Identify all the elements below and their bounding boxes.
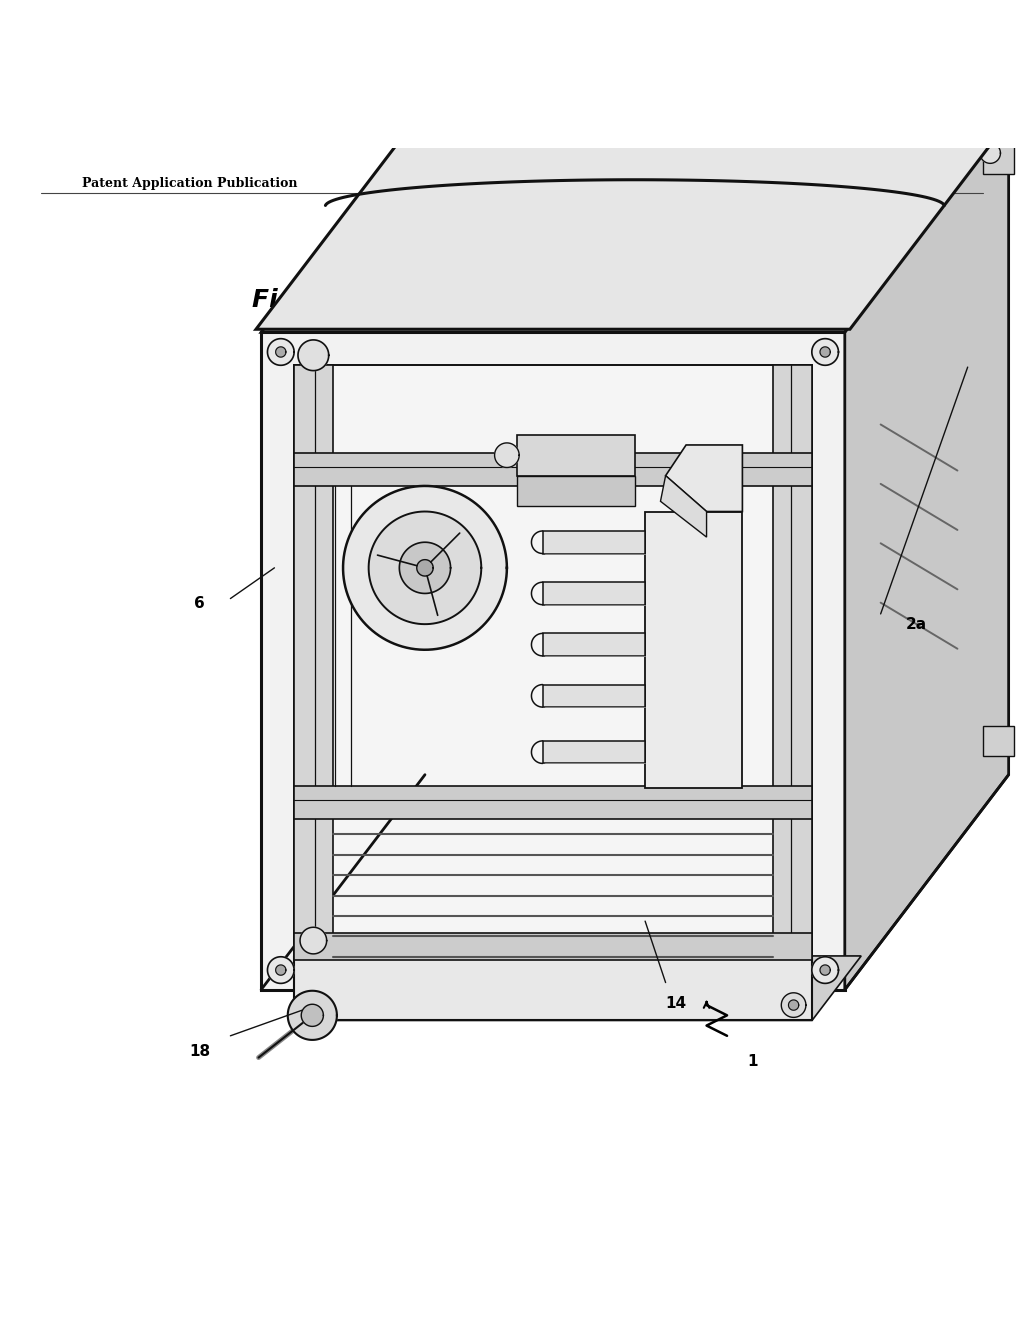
Polygon shape — [660, 475, 707, 537]
Polygon shape — [781, 993, 806, 1018]
Polygon shape — [294, 366, 812, 957]
Polygon shape — [495, 444, 519, 467]
Polygon shape — [820, 965, 830, 975]
Polygon shape — [294, 366, 333, 957]
Polygon shape — [294, 453, 812, 486]
Polygon shape — [543, 685, 645, 708]
Polygon shape — [294, 785, 812, 818]
Polygon shape — [256, 115, 1014, 329]
Polygon shape — [298, 339, 329, 371]
Polygon shape — [300, 993, 325, 1018]
Polygon shape — [543, 582, 645, 605]
Polygon shape — [294, 957, 812, 1020]
Text: 18: 18 — [189, 1044, 210, 1059]
Polygon shape — [845, 117, 1009, 990]
Polygon shape — [294, 933, 812, 960]
Polygon shape — [275, 965, 286, 975]
Polygon shape — [980, 143, 1000, 164]
Polygon shape — [543, 531, 645, 553]
Polygon shape — [820, 347, 830, 358]
Polygon shape — [645, 512, 742, 788]
Polygon shape — [983, 726, 1014, 756]
Text: 14: 14 — [666, 995, 686, 1011]
Polygon shape — [261, 117, 1009, 333]
Polygon shape — [543, 634, 645, 656]
Text: 2a: 2a — [906, 616, 927, 632]
Polygon shape — [812, 957, 839, 983]
Text: Jun. 11, 2009  Sheet 5 of 10: Jun. 11, 2009 Sheet 5 of 10 — [383, 177, 580, 190]
Text: 6: 6 — [195, 597, 205, 611]
Text: Fig. 5: Fig. 5 — [252, 288, 332, 312]
Polygon shape — [300, 927, 327, 954]
Polygon shape — [983, 143, 1014, 174]
Polygon shape — [517, 434, 635, 475]
Polygon shape — [399, 543, 451, 594]
Polygon shape — [294, 956, 861, 1020]
Polygon shape — [267, 339, 294, 366]
Text: Patent Application Publication: Patent Application Publication — [82, 177, 297, 190]
Polygon shape — [773, 366, 812, 957]
Polygon shape — [417, 560, 433, 576]
Polygon shape — [666, 445, 742, 512]
Polygon shape — [301, 1005, 324, 1027]
Polygon shape — [275, 347, 286, 358]
Polygon shape — [788, 1001, 799, 1010]
Polygon shape — [812, 339, 839, 366]
Polygon shape — [343, 486, 507, 649]
Polygon shape — [261, 333, 845, 990]
Polygon shape — [288, 991, 337, 1040]
Polygon shape — [267, 957, 294, 983]
Polygon shape — [543, 741, 645, 763]
Polygon shape — [517, 475, 635, 507]
Polygon shape — [307, 1001, 317, 1010]
Polygon shape — [369, 512, 481, 624]
Text: US 2009/0148266 A1: US 2009/0148266 A1 — [817, 177, 965, 190]
Text: 1: 1 — [748, 1053, 758, 1069]
